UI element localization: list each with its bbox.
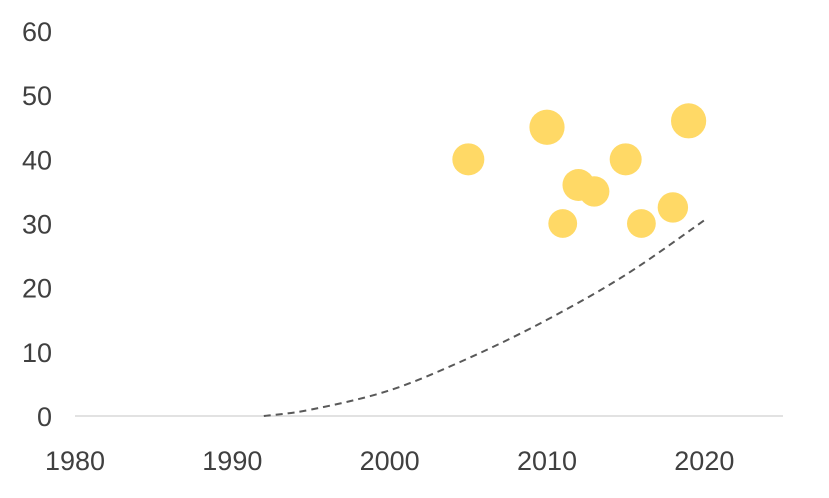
x-tick-label: 2020 (674, 446, 734, 476)
bubble-point (627, 209, 656, 238)
x-tick-label: 2010 (517, 446, 577, 476)
bubble-series (452, 103, 707, 238)
x-tick-label: 1980 (45, 446, 105, 476)
x-tick-label: 2000 (360, 446, 420, 476)
bubble-point (609, 143, 642, 176)
bubble-point (452, 143, 485, 176)
y-tick-label: 0 (37, 402, 52, 432)
y-tick-label: 10 (22, 338, 52, 368)
x-axis-tick-labels: 1980 1990 2000 2010 2020 (45, 446, 734, 476)
bubble-point (529, 109, 565, 145)
y-tick-label: 20 (22, 274, 52, 304)
y-tick-label: 40 (22, 145, 52, 175)
y-tick-label: 30 (22, 210, 52, 240)
trendline (263, 219, 705, 417)
y-tick-label: 60 (22, 17, 52, 47)
y-tick-label: 50 (22, 81, 52, 111)
bubble-point (579, 176, 610, 207)
x-tick-label: 1990 (202, 446, 262, 476)
y-axis-tick-labels: 0 10 20 30 40 50 60 (22, 17, 52, 432)
bubble-point (657, 192, 689, 223)
bubble-point (671, 103, 707, 139)
bubble-point (548, 209, 578, 238)
